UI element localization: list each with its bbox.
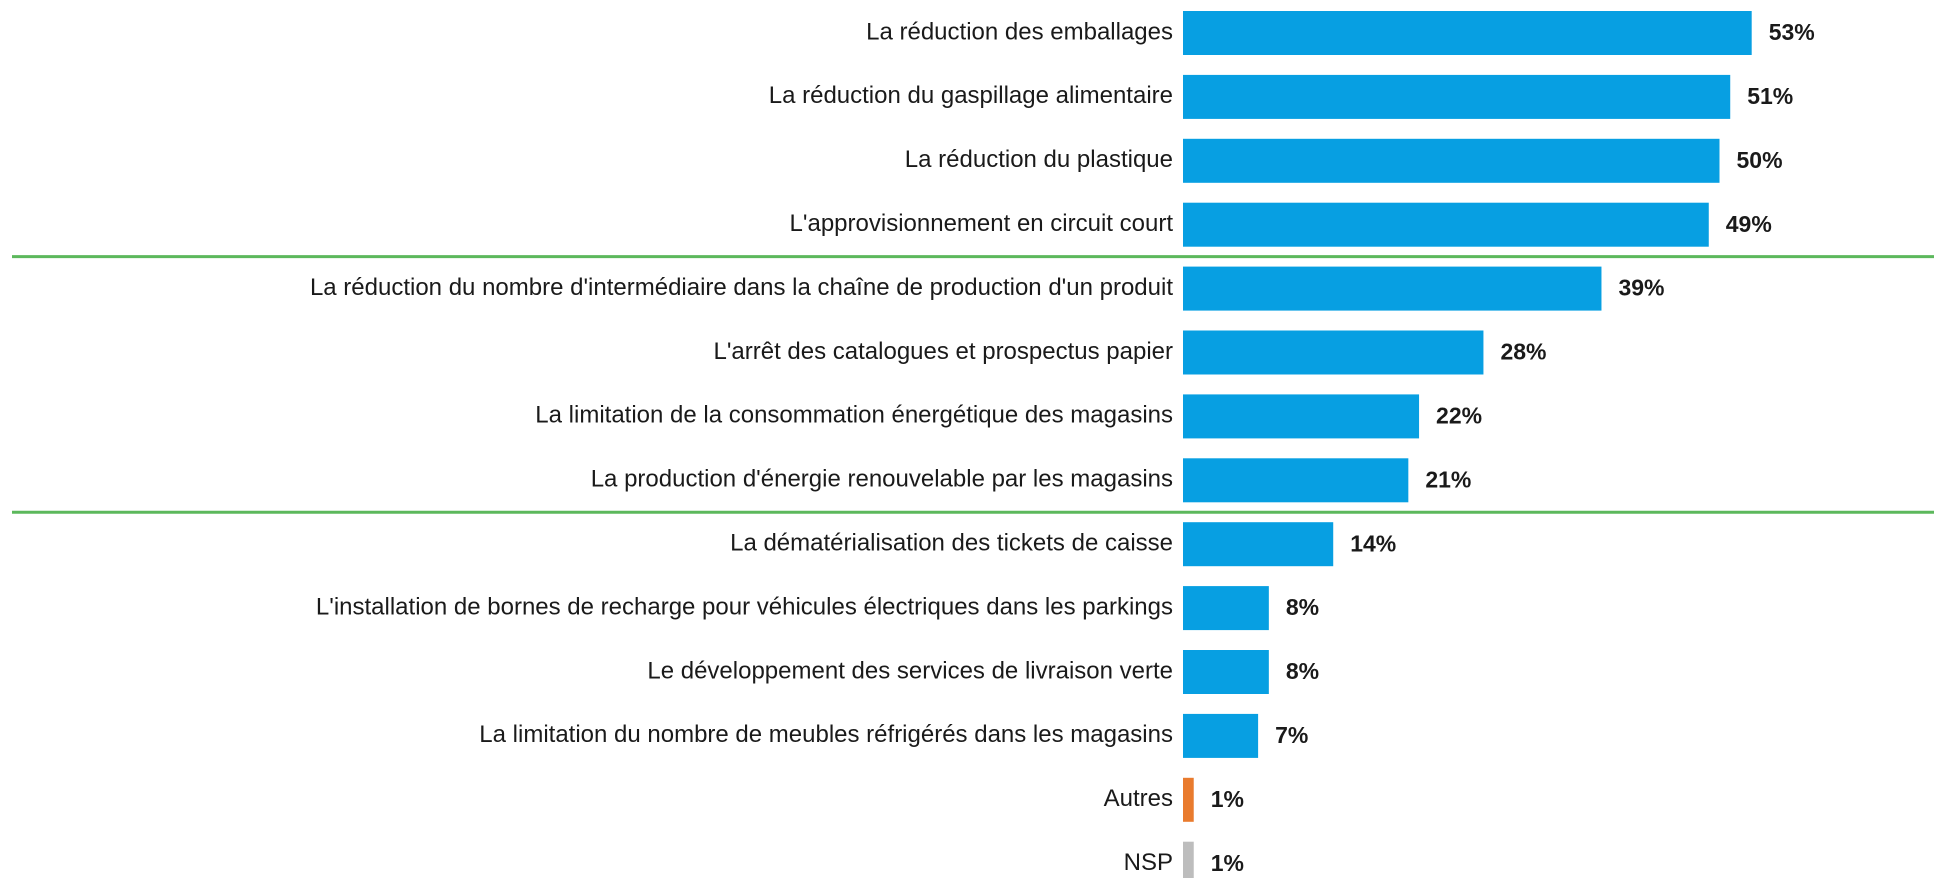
bar [1183,74,1731,119]
bar [1183,841,1194,878]
value-label: 8% [1286,594,1319,620]
bar [1183,650,1269,694]
value-label: 49% [1726,211,1772,237]
bar [1183,138,1720,183]
value-label: 51% [1747,83,1793,109]
category-label: La réduction du plastique [905,146,1173,173]
bar [1183,458,1409,503]
bar [1183,394,1420,439]
category-label: L'approvisionnement en circuit court [790,210,1174,237]
category-label: La limitation de la consommation énergét… [535,402,1173,429]
value-label: 1% [1211,850,1244,876]
value-label: 14% [1350,530,1396,556]
bar [1183,522,1334,567]
category-label: La production d'énergie renouvelable par… [591,466,1173,493]
category-label: La réduction du gaspillage alimentaire [769,82,1173,109]
category-label: La limitation du nombre de meubles réfri… [479,721,1173,748]
value-label: 21% [1425,466,1471,492]
category-label: NSP [1124,849,1173,876]
category-label: L'arrêt des catalogues et prospectus pap… [713,338,1173,365]
bar [1183,266,1602,311]
value-label: 50% [1737,147,1783,173]
category-label: La réduction du nombre d'intermédiaire d… [310,274,1173,301]
value-label: 1% [1211,786,1244,812]
category-label: L'installation de bornes de recharge pou… [316,593,1173,620]
bar [1183,777,1194,822]
value-label: 7% [1275,722,1308,748]
value-label: 22% [1436,402,1482,428]
value-label: 28% [1500,339,1546,365]
value-label: 39% [1618,275,1664,301]
category-label: La dématérialisation des tickets de cais… [730,530,1173,557]
bar [1183,330,1484,375]
value-label: 53% [1769,19,1815,45]
category-label: Autres [1104,785,1173,812]
category-label: La réduction des emballages [866,18,1173,45]
bar [1183,202,1709,247]
bar [1183,713,1259,758]
bar [1183,586,1269,631]
bar [1183,11,1752,55]
category-label: Le développement des services de livrais… [647,657,1173,684]
value-label: 8% [1286,658,1319,684]
